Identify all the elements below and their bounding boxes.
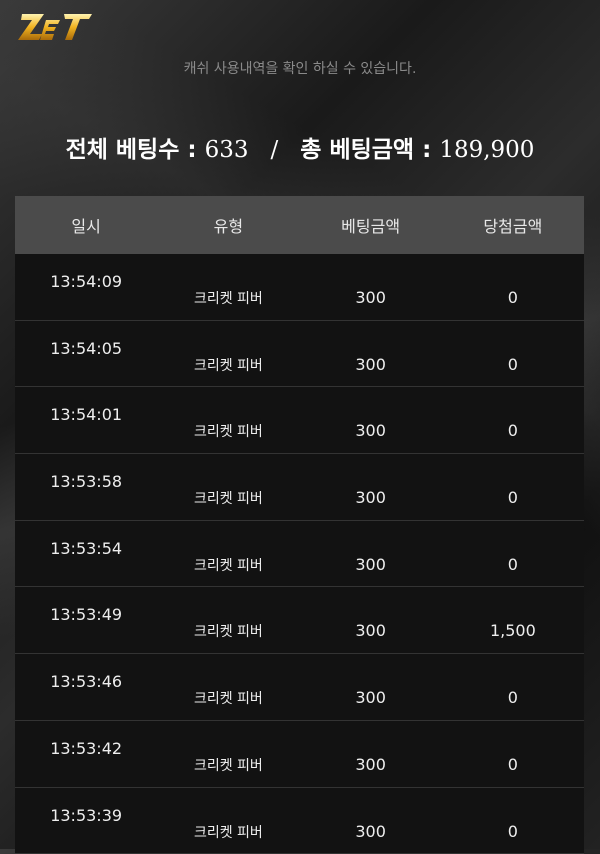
row-bet-amount: 300 [300, 321, 442, 387]
row-time: 13:54:01 [15, 387, 157, 453]
header-datetime: 일시 [15, 213, 157, 237]
row-type: 크리켓 피버 [157, 387, 299, 453]
row-bet-amount: 300 [300, 454, 442, 520]
row-win-amount: 0 [442, 321, 584, 387]
row-type: 크리켓 피버 [157, 788, 299, 854]
row-bet-amount: 300 [300, 721, 442, 787]
row-time: 13:53:58 [15, 454, 157, 520]
row-time: 13:54:05 [15, 321, 157, 387]
row-bet-amount: 300 [300, 587, 442, 653]
row-type: 크리켓 피버 [157, 454, 299, 520]
total-count-label: 전체 베팅수 : [66, 137, 197, 163]
header-type: 유형 [157, 213, 299, 237]
table-header: 일시 유형 베팅금액 당첨금액 [15, 196, 584, 254]
row-bet-amount: 300 [300, 654, 442, 720]
row-bet-amount: 300 [300, 254, 442, 320]
row-time: 13:53:39 [15, 788, 157, 854]
row-time: 13:54:09 [15, 254, 157, 320]
row-win-amount: 1,500 [442, 587, 584, 653]
total-count: 633 [205, 137, 249, 163]
notice-text: 캐쉬 사용내역을 확인 하실 수 있습니다. [0, 58, 600, 78]
row-type: 크리켓 피버 [157, 521, 299, 587]
row-bet-amount: 300 [300, 521, 442, 587]
row-win-amount: 0 [442, 721, 584, 787]
row-type: 크리켓 피버 [157, 654, 299, 720]
total-amount: 189,900 [439, 137, 534, 163]
row-win-amount: 0 [442, 788, 584, 854]
logo[interactable] [16, 10, 94, 44]
row-bet-amount: 300 [300, 387, 442, 453]
header-win-amount: 당첨금액 [442, 213, 584, 237]
row-bet-amount: 300 [300, 788, 442, 854]
row-win-amount: 0 [442, 254, 584, 320]
row-type: 크리켓 피버 [157, 254, 299, 320]
row-type: 크리켓 피버 [157, 321, 299, 387]
row-win-amount: 0 [442, 521, 584, 587]
betting-summary: 전체 베팅수 : 633 / 총 베팅금액 : 189,900 [0, 130, 600, 164]
row-time: 13:53:54 [15, 521, 157, 587]
row-time: 13:53:49 [15, 587, 157, 653]
separator: / [271, 137, 279, 163]
header-bet-amount: 베팅금액 [300, 213, 442, 237]
row-type: 크리켓 피버 [157, 587, 299, 653]
row-win-amount: 0 [442, 387, 584, 453]
row-win-amount: 0 [442, 454, 584, 520]
total-amount-label: 총 베팅금액 : [300, 137, 431, 163]
row-type: 크리켓 피버 [157, 721, 299, 787]
row-win-amount: 0 [442, 654, 584, 720]
row-time: 13:53:42 [15, 721, 157, 787]
row-time: 13:53:46 [15, 654, 157, 720]
